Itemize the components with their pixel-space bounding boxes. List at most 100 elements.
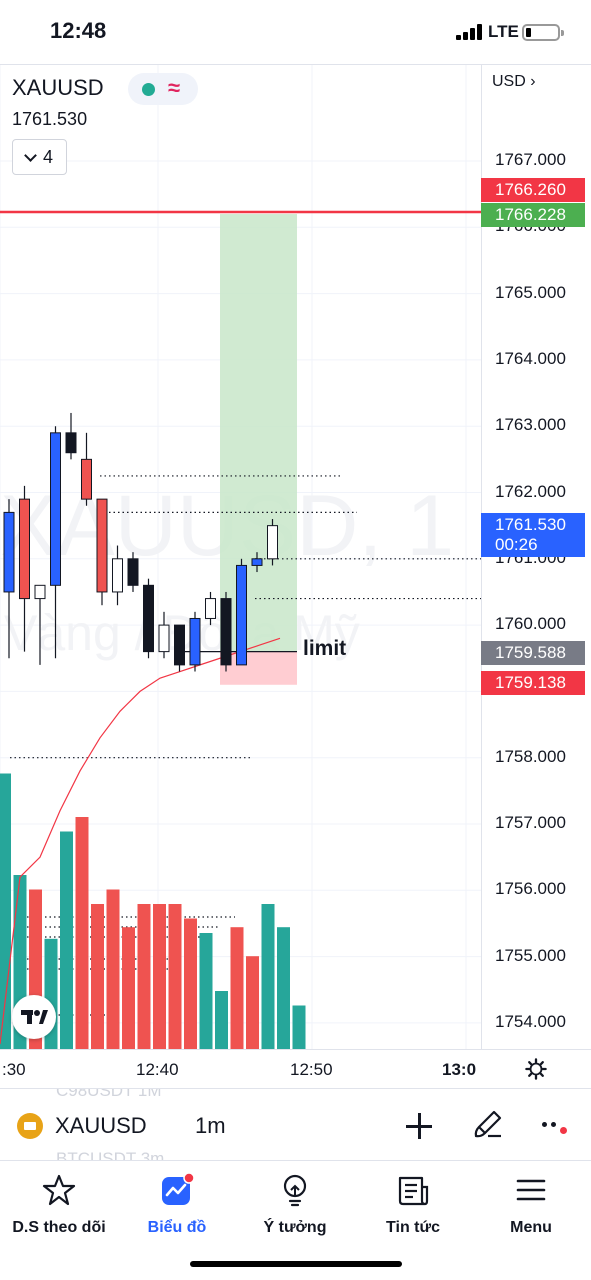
price-tick: 1754.000 — [495, 1011, 566, 1031]
nav-label: Menu — [510, 1219, 552, 1236]
symbol-info: XAUUSD 1761.530 — [12, 75, 104, 130]
limit-drawing-label[interactable]: limit — [303, 637, 347, 660]
candle-body — [34, 584, 46, 600]
indicator-count: 4 — [42, 146, 53, 167]
price-tick: 1764.000 — [495, 348, 566, 368]
currency-label: USD — [492, 73, 526, 90]
price-tick: 1758.000 — [495, 746, 566, 766]
volume-bar — [106, 889, 120, 1049]
chart-symbol[interactable]: XAUUSD — [12, 75, 104, 100]
gear-icon[interactable] — [525, 1058, 547, 1080]
price-tick: 1767.000 — [495, 150, 566, 169]
candle-body — [127, 558, 139, 586]
volume-bar — [168, 904, 182, 1049]
chart-toolbar: C98USDT 1M BTCUSDT 3m XAUUSD 1m — [0, 1088, 591, 1160]
current-price-value: 1761.530 — [495, 515, 566, 534]
candle-body — [220, 598, 232, 666]
bottom-nav: D.S theo dõi Biểu đồ Ý tưởng Tin tức — [0, 1160, 591, 1280]
time-tick: 12:50 — [290, 1060, 333, 1079]
nav-item-news[interactable]: Tin tức — [354, 1173, 472, 1243]
nav-label: Tin tức — [386, 1219, 440, 1236]
interval-button[interactable]: 1m — [195, 1113, 226, 1138]
market-open-icon — [142, 83, 155, 96]
candle-body — [236, 564, 247, 666]
volume-bar — [215, 991, 228, 1049]
chart-icon — [162, 1173, 194, 1205]
candle-body — [112, 558, 123, 593]
candle-body — [96, 498, 108, 593]
ghost-watchlist-item: BTCUSDT 3m — [56, 1149, 165, 1160]
tradingview-logo[interactable] — [12, 995, 56, 1039]
nav-label: D.S theo dõi — [12, 1219, 106, 1236]
target-zone — [220, 214, 297, 652]
currency-selector[interactable]: USD › — [492, 73, 536, 90]
candle-body — [205, 598, 216, 619]
drawing-brush-icon[interactable] — [472, 1108, 504, 1140]
candle-body — [3, 511, 15, 593]
price-tick: 1756.000 — [495, 879, 566, 899]
status-bar: 12:48 LTE — [0, 0, 591, 64]
ghost-watchlist-item: C98USDT 1M — [56, 1088, 162, 1100]
time-tick: :30 — [2, 1060, 26, 1079]
volume-bar — [246, 956, 259, 1049]
price-tick: 1765.000 — [495, 282, 566, 302]
nav-item-ideas[interactable]: Ý tưởng — [236, 1173, 354, 1243]
symbol-search-button[interactable]: XAUUSD — [55, 1113, 147, 1138]
chevron-down-icon — [24, 148, 37, 162]
market-status-pill[interactable]: ≈ — [128, 73, 198, 105]
volume-bar — [0, 773, 11, 1049]
price-tick: 1757.000 — [495, 813, 566, 832]
candle-body — [158, 624, 170, 653]
price-tick: 1763.000 — [495, 415, 566, 435]
candle-body — [81, 458, 92, 500]
current-price-tag: 1761.530 00:26 — [481, 513, 585, 557]
status-time: 12:48 — [50, 18, 107, 43]
candle-body — [251, 558, 263, 566]
home-indicator — [190, 1261, 402, 1267]
volume-bar — [199, 933, 213, 1049]
stop-loss-tag: 1759.138 — [481, 671, 585, 695]
volume-bar — [230, 927, 244, 1049]
star-icon — [42, 1174, 76, 1206]
nav-item-chart[interactable]: Biểu đồ — [118, 1173, 236, 1243]
battery-icon — [522, 24, 564, 41]
nav-label: Ý tưởng — [263, 1219, 327, 1236]
news-icon — [398, 1176, 429, 1206]
network-label: LTE — [488, 22, 519, 41]
nav-label: Biểu đồ — [147, 1219, 207, 1236]
indicator-toggle-button[interactable]: 4 — [12, 139, 67, 175]
volume-bar — [122, 927, 135, 1049]
stop-zone — [220, 651, 297, 685]
menu-icon — [516, 1179, 546, 1201]
moving-average-line — [0, 637, 281, 1045]
nav-item-watchlist[interactable]: D.S theo dõi — [0, 1173, 118, 1243]
more-options-icon[interactable] — [540, 1122, 570, 1134]
price-axis[interactable] — [481, 65, 591, 1049]
price-tick: 1762.000 — [495, 481, 566, 501]
candle-body — [189, 617, 201, 666]
target-price-tag: 1766.228 — [481, 203, 585, 227]
candle-body — [267, 525, 278, 560]
volume-bar — [292, 1005, 306, 1049]
nav-item-menu[interactable]: Menu — [472, 1173, 590, 1243]
time-axis[interactable]: :30 12:40 12:50 13:0 — [0, 1049, 591, 1088]
signal-icon — [456, 24, 482, 40]
volume-bar — [261, 904, 275, 1049]
price-tick: 1755.000 — [495, 945, 566, 965]
add-plus-icon[interactable] — [406, 1113, 432, 1139]
candle-body — [50, 432, 61, 586]
lightbulb-icon — [283, 1174, 307, 1207]
volume-bar — [75, 817, 89, 1049]
volume-bar — [277, 927, 290, 1049]
gold-bar-icon — [17, 1113, 43, 1139]
time-tick: 13:0 — [442, 1060, 477, 1079]
volume-bar — [184, 918, 197, 1049]
limit-price-tag: 1759.588 — [481, 641, 585, 665]
volume-bar — [153, 904, 166, 1049]
volume-bar — [91, 904, 104, 1049]
volume-bar — [60, 831, 73, 1049]
time-tick: 12:40 — [136, 1060, 179, 1079]
candle-body — [143, 584, 154, 653]
